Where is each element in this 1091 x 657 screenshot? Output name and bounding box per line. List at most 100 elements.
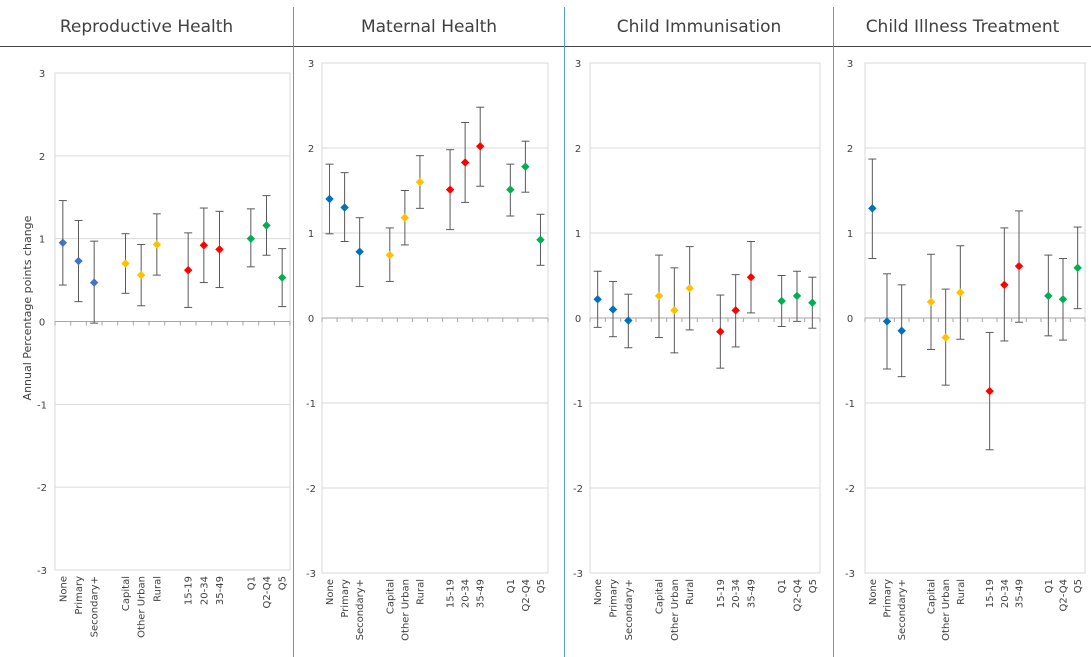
data-point — [121, 259, 130, 268]
data-point — [1044, 291, 1053, 301]
y-tick-label: 3 — [308, 59, 314, 70]
y-tick-label: -2 — [845, 484, 855, 495]
data-point — [941, 333, 950, 342]
y-tick-label: -1 — [306, 399, 316, 410]
data-point — [136, 270, 146, 280]
y-tick-label: 3 — [39, 69, 45, 80]
data-point — [897, 326, 906, 335]
y-tick-label: 2 — [39, 152, 45, 163]
y-tick-label: -3 — [845, 569, 855, 580]
x-tick-label: 20-34 — [1000, 579, 1011, 608]
y-tick-label: -3 — [37, 566, 47, 577]
x-tick-label: 20-34 — [731, 579, 742, 608]
x-tick-label: Other Urban — [670, 579, 681, 641]
x-tick-label: Secondary+ — [897, 579, 908, 640]
data-point — [731, 306, 740, 315]
data-point — [1058, 295, 1068, 304]
data-point — [89, 278, 99, 287]
x-tick-label: Q1 — [777, 579, 788, 593]
data-point — [593, 295, 602, 304]
x-tick-label: Rural — [685, 579, 696, 605]
panel-title-child-immunisation: Child Immunisation — [616, 17, 782, 37]
y-tick-label: 0 — [847, 314, 853, 325]
x-tick-label: Rural — [956, 579, 967, 605]
x-tick-label: Other Urban — [400, 579, 411, 641]
y-tick-label: -1 — [37, 400, 47, 411]
x-tick-label: 35-49 — [215, 576, 226, 605]
y-tick-label: -2 — [306, 484, 316, 495]
x-tick-label: Primary — [340, 579, 351, 618]
data-point — [792, 291, 802, 301]
x-tick-label: None — [58, 576, 69, 602]
y-tick-label: 2 — [575, 144, 581, 155]
x-tick-label: Q2-Q4 — [793, 579, 804, 611]
y-tick-label: 0 — [39, 318, 45, 329]
data-point — [882, 317, 892, 326]
data-point — [685, 284, 694, 293]
panel-divider — [833, 7, 834, 657]
data-point — [340, 203, 349, 212]
data-point — [608, 305, 618, 314]
y-tick-label: 0 — [308, 314, 314, 325]
data-point — [1000, 280, 1009, 290]
x-tick-label: Rural — [415, 579, 426, 605]
data-point — [262, 221, 271, 230]
x-tick-label: Capital — [121, 576, 132, 611]
x-tick-label: Rural — [152, 576, 163, 602]
x-tick-label: Primary — [609, 579, 620, 618]
data-point — [199, 241, 209, 250]
x-tick-label: 15-19 — [446, 579, 457, 608]
y-tick-label: -2 — [37, 483, 47, 494]
data-point — [746, 273, 756, 282]
data-point — [460, 158, 470, 167]
panel-divider — [293, 7, 294, 657]
x-tick-label: Primary — [883, 579, 894, 618]
data-point — [956, 288, 965, 297]
data-point — [385, 250, 394, 260]
data-point — [355, 247, 364, 256]
x-tick-label: 15-19 — [985, 579, 996, 608]
data-point — [808, 298, 817, 307]
x-tick-label: 15-19 — [716, 579, 727, 608]
x-tick-label: Q5 — [536, 579, 547, 593]
data-point — [74, 256, 83, 266]
y-tick-label: 2 — [847, 144, 853, 155]
y-tick-label: 0 — [575, 314, 581, 325]
x-tick-label: Q2-Q4 — [262, 576, 273, 608]
x-tick-label: Q5 — [808, 579, 819, 593]
data-point — [654, 291, 664, 301]
data-point — [521, 162, 530, 171]
x-tick-label: Primary — [74, 576, 85, 615]
data-point — [926, 297, 936, 307]
x-tick-label: 35-49 — [747, 579, 758, 608]
x-tick-label: Capital — [385, 579, 396, 614]
x-tick-label: Secondary+ — [355, 579, 366, 640]
x-tick-label: Capital — [927, 579, 938, 614]
y-tick-label: -1 — [845, 399, 855, 410]
y-tick-label: 3 — [575, 59, 581, 70]
data-point — [445, 185, 455, 194]
y-tick-label: 1 — [308, 229, 314, 240]
data-point — [1014, 261, 1024, 271]
x-tick-label: Q5 — [1073, 579, 1084, 593]
y-tick-label: -3 — [306, 569, 316, 580]
y-tick-label: 3 — [847, 59, 853, 70]
data-point — [415, 177, 425, 187]
data-point — [506, 185, 515, 194]
y-tick-label: 1 — [847, 229, 853, 240]
y-tick-label: -3 — [573, 569, 583, 580]
data-point — [400, 213, 410, 222]
x-tick-label: Other Urban — [137, 576, 148, 638]
x-tick-label: Other Urban — [941, 579, 952, 641]
x-tick-label: Q2-Q4 — [1059, 579, 1070, 611]
x-tick-label: None — [593, 579, 604, 605]
x-tick-label: None — [325, 579, 336, 605]
data-point — [777, 296, 786, 306]
panel-divider — [564, 7, 565, 657]
x-tick-label: 35-49 — [476, 579, 487, 608]
